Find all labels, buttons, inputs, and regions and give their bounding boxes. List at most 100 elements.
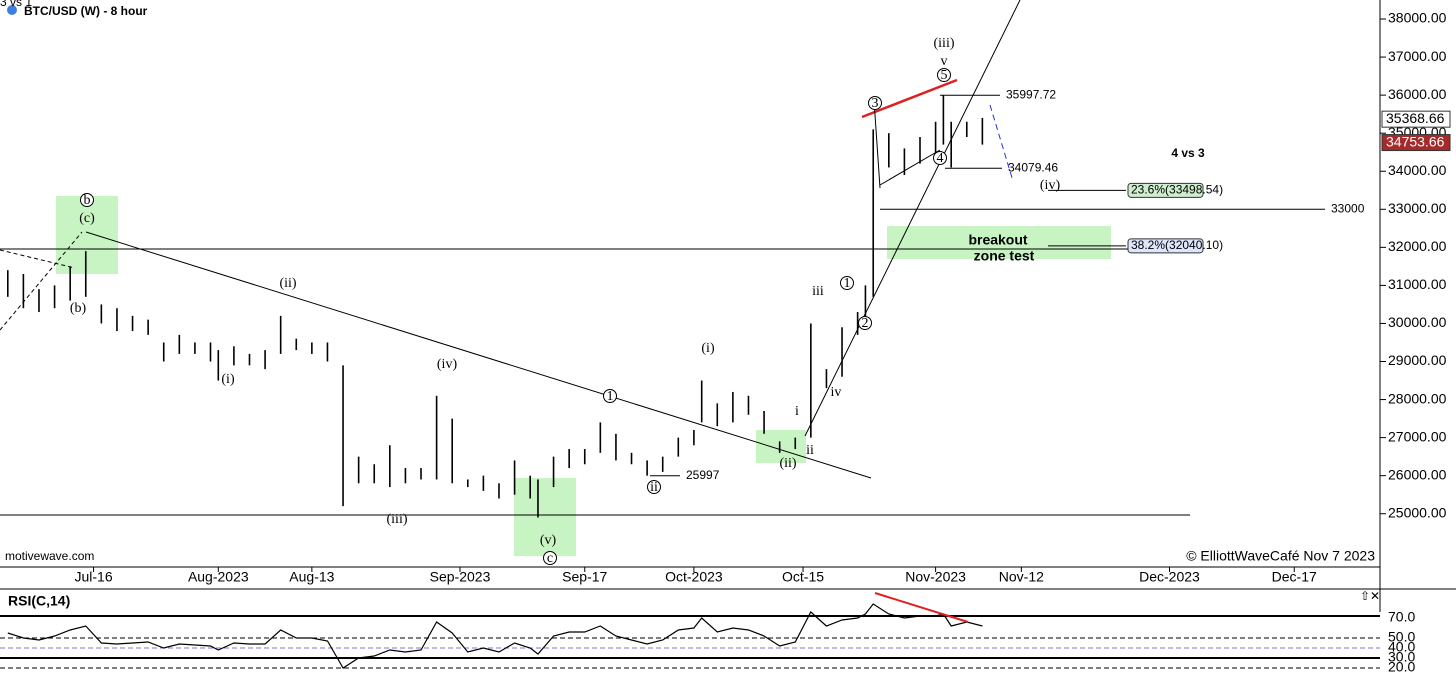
wave-label: iii: [812, 284, 824, 299]
level-label: 33000: [1331, 201, 1365, 215]
fib-box: [1127, 238, 1204, 254]
price-tag: [1381, 110, 1451, 128]
rsi-tick-label: 30.0: [1388, 649, 1415, 665]
x-tick-label: Oct-15: [782, 569, 824, 585]
wave-label: 1: [607, 389, 614, 404]
icon: [7, 5, 17, 15]
rsi-tick-label: 50.0: [1388, 629, 1415, 645]
y-tick-label: 38000.00: [1388, 10, 1447, 26]
x-tick-label: Jul-16: [74, 569, 112, 585]
x-tick-label: Oct-2023: [665, 569, 723, 585]
y-tick-label: 36000.00: [1388, 86, 1447, 102]
box: [887, 226, 1111, 259]
wave-label: i: [795, 404, 799, 419]
layout: [0, 0, 1456, 659]
y-tick-label: 29000.00: [1388, 352, 1447, 368]
wave-circle: [868, 96, 882, 110]
wave-circle: [933, 151, 947, 165]
wave-label: (i): [221, 372, 235, 387]
x-tick-label: Sep-2023: [430, 569, 491, 585]
level-label: 25997: [686, 468, 720, 482]
wave-label: (iv): [1040, 178, 1061, 193]
wave-label: (ii): [779, 456, 796, 471]
x-tick-label: Dec-2023: [1139, 569, 1200, 585]
wave-label: (iv): [437, 357, 458, 372]
box: [56, 196, 118, 274]
zone-text: zone test: [974, 248, 1035, 264]
wave-circle: [647, 480, 661, 494]
fib-box: [1127, 182, 1204, 198]
wave-label: (i): [701, 341, 715, 356]
rsi-line: [7, 603, 983, 669]
wave-label: 1: [844, 276, 851, 291]
fib-label: 23.6%(33498.54): [1131, 182, 1223, 196]
wave-circle: [603, 389, 617, 403]
trend-line: [85, 231, 872, 479]
wave-label: 4: [937, 151, 944, 166]
wave-circle: [937, 68, 951, 82]
corner-note: 3 vs 1: [0, 0, 32, 9]
wave-label: c: [547, 551, 553, 566]
level-label: 35997.72: [1006, 87, 1056, 101]
red-line: [874, 592, 969, 623]
box: [514, 478, 576, 556]
source: motivewave.com: [5, 549, 94, 563]
y-tick-label: 32000.00: [1388, 238, 1447, 254]
wave-label: b: [84, 193, 91, 208]
trend-line: [804, 0, 1021, 437]
x-tick-label: Aug-13: [289, 569, 334, 585]
x-tick-label: Dec-17: [1272, 569, 1317, 585]
credit: © ElliottWaveCafé Nov 7 2023: [1186, 548, 1375, 564]
y-tick-label: 26000.00: [1388, 466, 1447, 482]
x-tick-label: Aug-2023: [188, 569, 249, 585]
level-label: 34079.46: [1008, 160, 1058, 174]
rsi-tick-label: 70.0: [1388, 609, 1415, 625]
y-tick-label: 34000.00: [1388, 162, 1447, 178]
wave-label: (c): [79, 211, 95, 226]
trend-line: [0, 231, 83, 331]
y-tick-label: 37000.00: [1388, 48, 1447, 64]
wave-circle: [543, 551, 557, 565]
wave-label: (v): [540, 533, 557, 548]
x-tick-label: Nov-2023: [905, 569, 966, 585]
trend-line: [0, 249, 76, 269]
rsi-tick-label: 20.0: [1388, 659, 1415, 675]
wave-label: v: [941, 54, 948, 69]
wave-circle: [80, 193, 94, 207]
price-tag-label: 35368.66: [1386, 110, 1445, 126]
red-line: [861, 78, 958, 119]
wave-label: ii: [806, 443, 814, 458]
wave-circle: [840, 276, 854, 290]
rsi-tick-label: 40.0: [1388, 639, 1415, 655]
wave-label: (ii): [279, 276, 296, 291]
price-tag: [1381, 134, 1451, 152]
x-tick-label: Nov-12: [999, 569, 1044, 585]
fib-label: 38.2%(32040.10): [1131, 238, 1223, 252]
wave-label: 2: [862, 316, 869, 331]
wave-label: ii: [650, 480, 658, 495]
wave-label: 3: [872, 96, 879, 111]
trend-line: [873, 99, 881, 189]
wave-label: iv: [831, 385, 842, 400]
projection: [989, 104, 1014, 182]
zone-text: breakout: [968, 232, 1027, 248]
wave-circle: [858, 316, 872, 330]
box: [756, 430, 806, 463]
note: 4 vs 3: [1171, 146, 1205, 160]
y-tick-label: 31000.00: [1388, 276, 1447, 292]
rsi-label: RSI(C,14): [8, 593, 70, 609]
y-tick-label: 28000.00: [1388, 390, 1447, 406]
chart-title: BTC/USD (W) - 8 hour: [24, 4, 148, 18]
wave-label: 5: [941, 68, 948, 83]
y-tick-label: 27000.00: [1388, 428, 1447, 444]
trend-line: [879, 149, 941, 186]
y-tick-label: 25000.00: [1388, 504, 1447, 520]
wave-label: (b): [70, 301, 87, 316]
wave-label: (iii): [934, 36, 955, 51]
wave-label: (iii): [387, 512, 408, 527]
icon: ⇧✕: [1360, 589, 1380, 603]
y-tick-label: 33000.00: [1388, 200, 1447, 216]
x-tick-label: Sep-17: [562, 569, 607, 585]
